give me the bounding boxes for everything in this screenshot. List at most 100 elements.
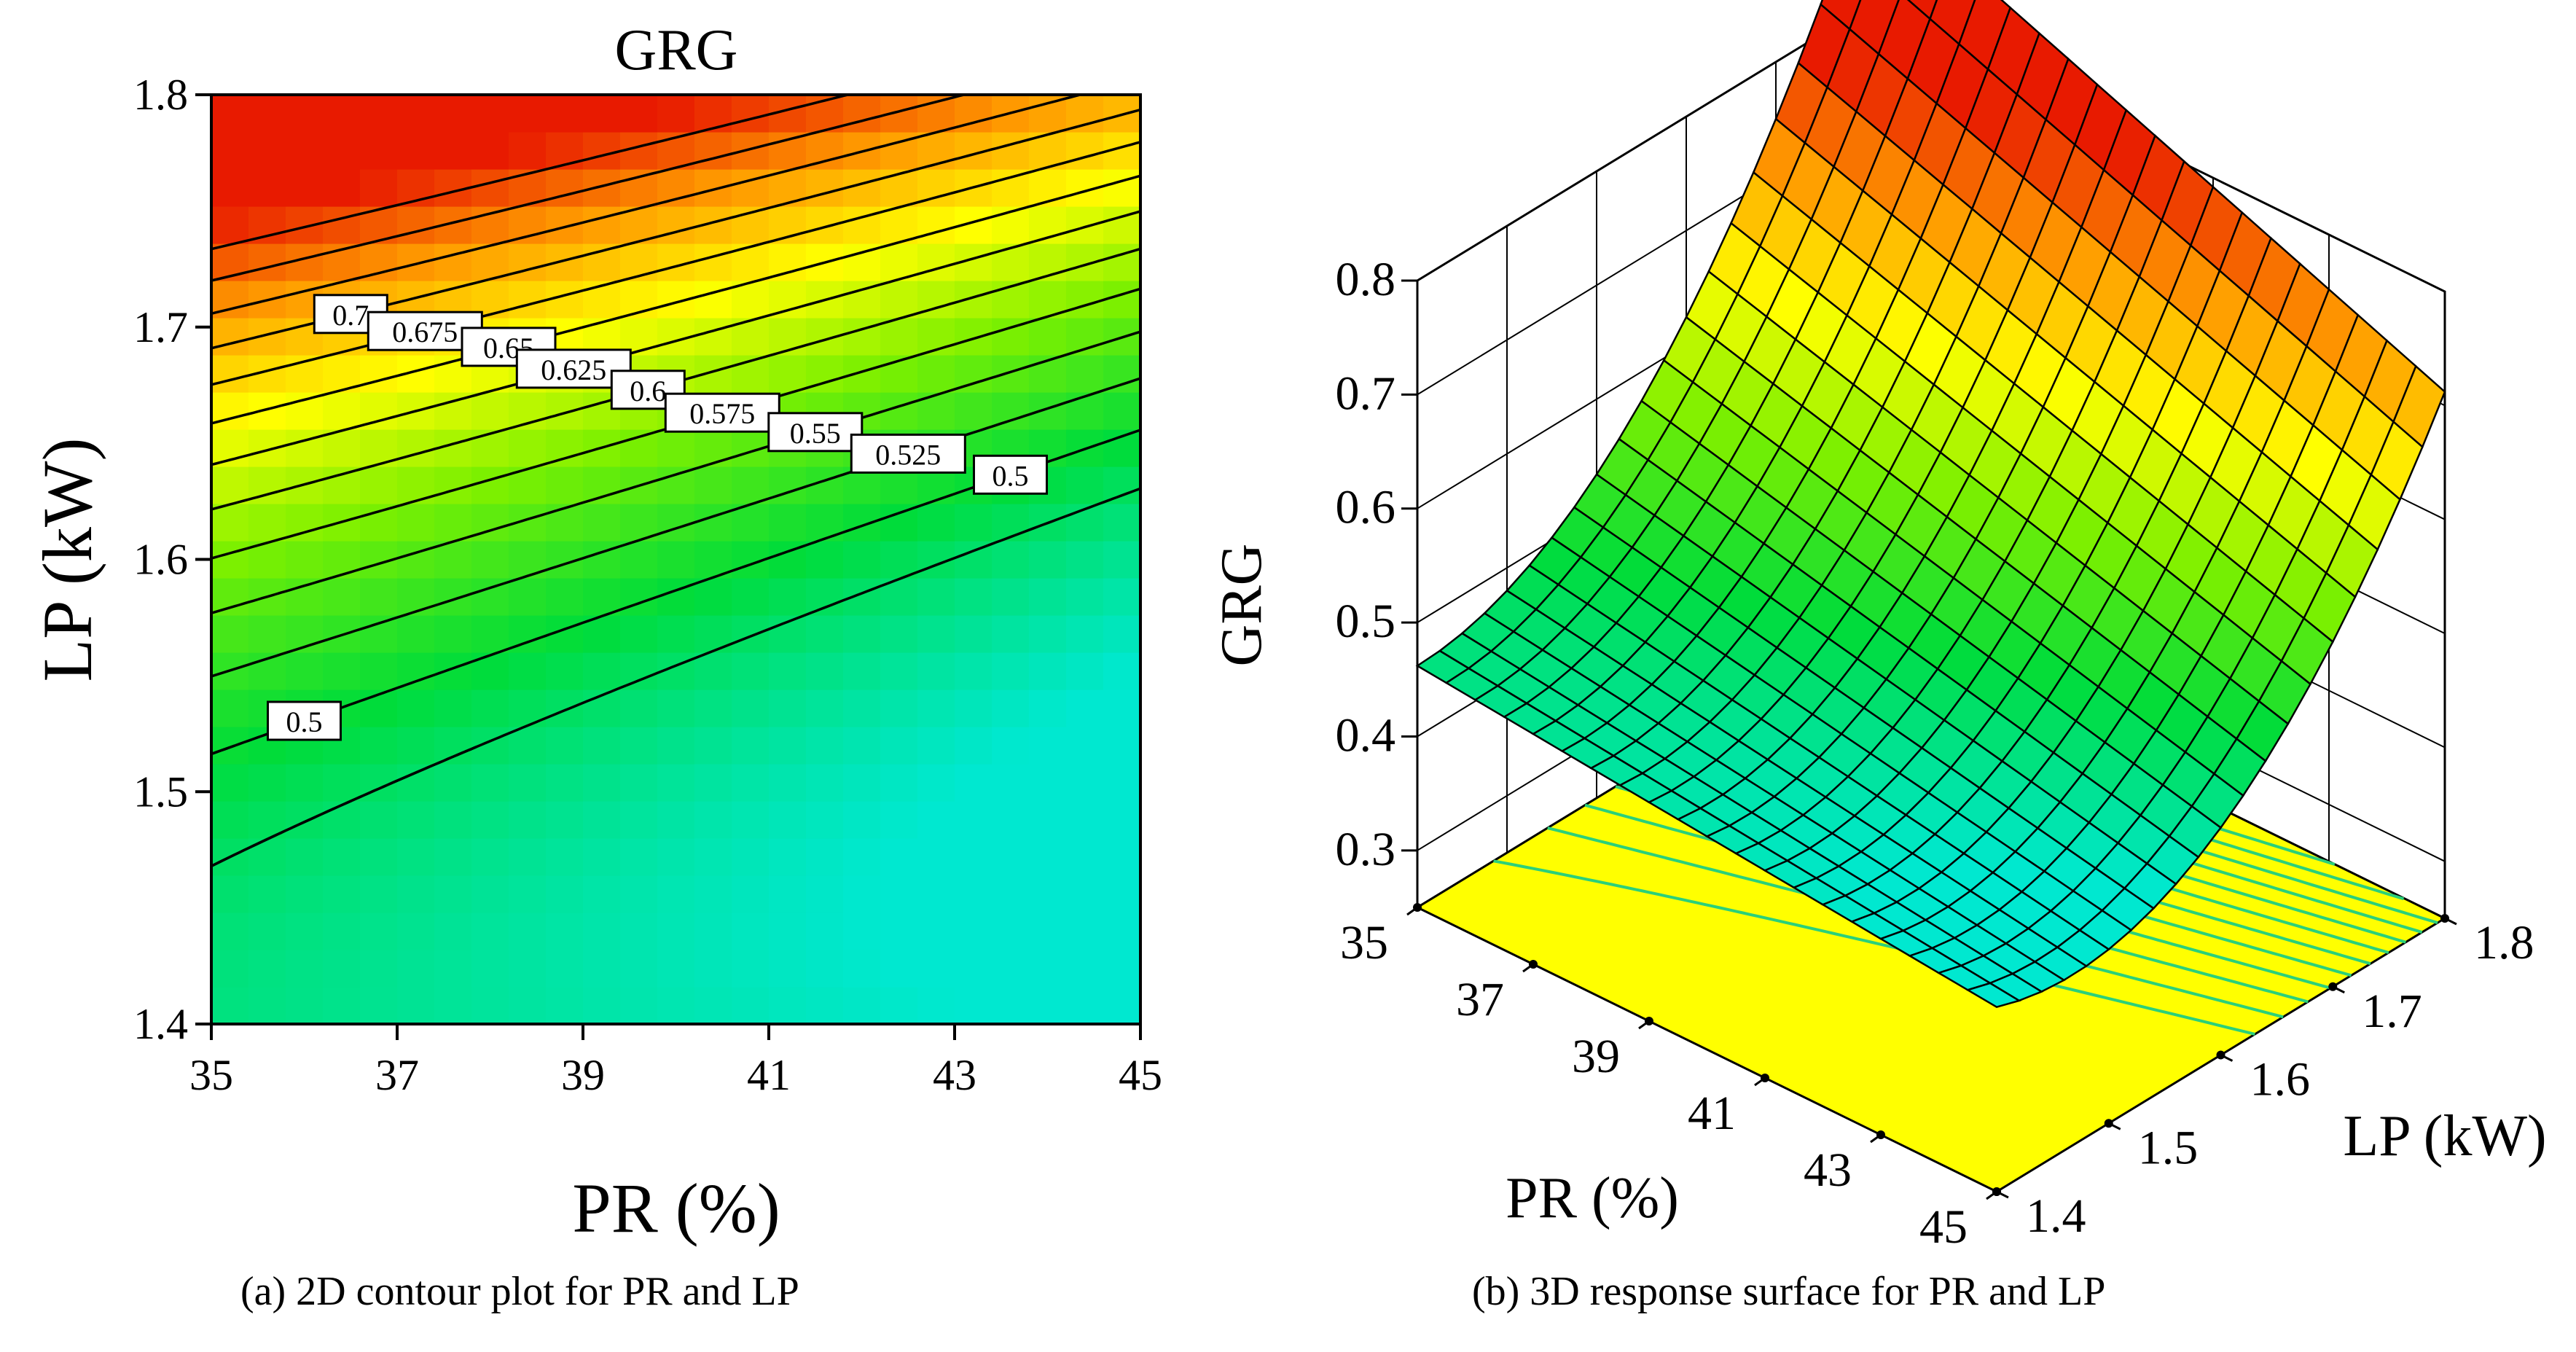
contour-line <box>211 744 235 756</box>
heatmap-cell <box>955 950 993 988</box>
z-tick-label: 0.3 <box>1336 823 1396 876</box>
heatmap-cell <box>434 466 472 504</box>
heatmap-cell <box>546 504 584 542</box>
y-tick-label: 1.8 <box>133 71 188 119</box>
heatmap-cell <box>769 132 807 170</box>
heatmap-cell <box>806 169 844 207</box>
contour-title: GRG <box>615 18 738 82</box>
heatmap-cell <box>471 169 509 207</box>
heatmap-cell <box>1066 578 1104 616</box>
heatmap-cell <box>1066 689 1104 727</box>
heatmap-cell <box>1103 801 1141 839</box>
contour-line <box>211 377 1141 678</box>
heatmap-cell <box>509 281 547 319</box>
heatmap-cell <box>843 875 881 913</box>
heatmap-cell <box>1066 987 1104 1025</box>
heatmap-cell <box>248 913 286 950</box>
heatmap-cell <box>1103 913 1141 950</box>
heatmap-cell <box>657 838 695 876</box>
heatmap-cell <box>1103 578 1141 616</box>
heatmap-cell <box>360 504 398 542</box>
heatmap-cell <box>248 615 286 653</box>
heatmap-cell <box>1066 875 1104 913</box>
heatmap-cell <box>546 987 584 1025</box>
heatmap-cell <box>843 541 881 579</box>
heatmap-cell <box>694 950 732 988</box>
x-tick-label: 41 <box>1688 1087 1736 1140</box>
heatmap-cell <box>657 689 695 727</box>
heatmap-cell <box>732 764 770 802</box>
surface-x-axis-label: PR (%) <box>1506 1166 1679 1230</box>
heatmap-cell <box>1103 838 1141 876</box>
heatmap-cell <box>769 913 807 950</box>
heatmap-cell <box>955 281 993 319</box>
heatmap-cell <box>769 578 807 616</box>
heatmap-cell <box>211 318 249 356</box>
heatmap-cell <box>657 429 695 467</box>
heatmap-cell <box>917 987 955 1025</box>
heatmap-cell <box>880 541 918 579</box>
y-tick-mark <box>2108 1122 2121 1130</box>
heatmap-cell <box>1066 392 1104 430</box>
heatmap-cell <box>694 318 732 356</box>
heatmap-cell <box>1103 652 1141 690</box>
heatmap-cell <box>880 727 918 765</box>
heatmap-cell <box>211 206 249 244</box>
heatmap-cell <box>694 429 732 467</box>
heatmap-cell <box>397 801 435 839</box>
heatmap-cell <box>583 987 621 1025</box>
heatmap-cell <box>955 913 993 950</box>
y-tick-mark <box>2220 1054 2234 1062</box>
heatmap-cell <box>211 764 249 802</box>
heatmap-cell <box>248 838 286 876</box>
y-tick-mark <box>2332 985 2345 994</box>
heatmap-cell <box>546 652 584 690</box>
heatmap-cell <box>732 504 770 542</box>
heatmap-cell <box>992 243 1030 281</box>
y-tick-label: 1.5 <box>133 767 188 816</box>
heatmap-cell <box>509 429 547 467</box>
heatmap-cell <box>955 652 993 690</box>
heatmap-cell <box>509 801 547 839</box>
heatmap-cell <box>509 875 547 913</box>
heatmap-cell <box>546 392 584 430</box>
heatmap-cell <box>917 950 955 988</box>
heatmap-cell <box>992 355 1030 393</box>
heatmap-cell <box>880 838 918 876</box>
heatmap-cell <box>992 541 1030 579</box>
x-tick-label: 35 <box>1340 916 1388 969</box>
heatmap-cell <box>917 504 955 542</box>
heatmap-cell <box>434 689 472 727</box>
heatmap-cell <box>694 169 732 207</box>
heatmap-cell <box>546 466 584 504</box>
heatmap-cell <box>546 132 584 170</box>
heatmap-cell <box>843 95 881 133</box>
heatmap-cell <box>323 392 361 430</box>
heatmap-cell <box>917 355 955 393</box>
heatmap-cell <box>323 541 361 579</box>
heatmap-cell <box>211 504 249 542</box>
heatmap-cell <box>992 913 1030 950</box>
contour-y-ticks: 1.4 1.5 1.6 1.7 1.8 <box>133 71 211 1048</box>
heatmap-cell <box>880 206 918 244</box>
heatmap-cell <box>1029 392 1067 430</box>
heatmap-cell <box>955 615 993 653</box>
heatmap-cell <box>323 132 361 170</box>
heatmap-cell <box>397 615 435 653</box>
heatmap-cell <box>732 466 770 504</box>
heatmap-cell <box>732 169 770 207</box>
heatmap-cell <box>323 466 361 504</box>
heatmap-cell <box>657 95 695 133</box>
heatmap-cell <box>211 875 249 913</box>
box-front-edges <box>1416 281 2446 918</box>
heatmap-cell <box>1029 652 1067 690</box>
heatmap-cell <box>992 504 1030 542</box>
heatmap-cell <box>694 578 732 616</box>
heatmap-cell <box>620 541 658 579</box>
contour-label: 0.525 <box>875 438 941 471</box>
heatmap-cell <box>1103 392 1141 430</box>
heatmap-cell <box>471 689 509 727</box>
heatmap-cell <box>323 578 361 616</box>
heatmap-cell <box>509 987 547 1025</box>
